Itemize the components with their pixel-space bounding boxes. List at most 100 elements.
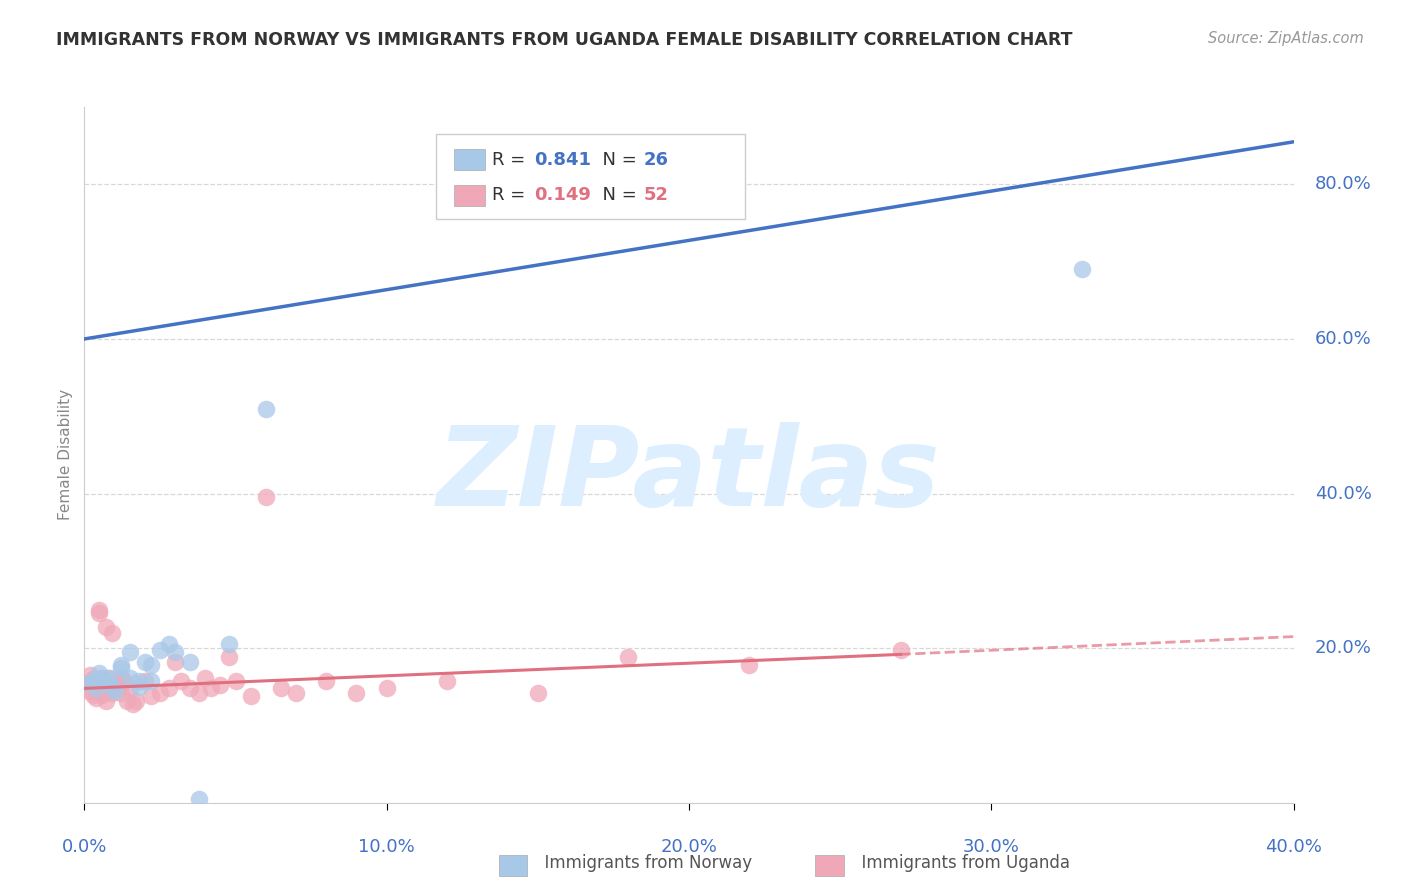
Point <box>194 671 217 685</box>
Point <box>110 686 132 700</box>
Point <box>270 681 292 696</box>
Point <box>118 681 141 696</box>
Text: 60.0%: 60.0% <box>1315 330 1371 348</box>
Point <box>104 683 127 698</box>
Point <box>79 668 101 682</box>
Point <box>617 650 640 665</box>
Text: R =: R = <box>492 151 531 169</box>
Point <box>94 694 117 708</box>
Point <box>738 658 761 673</box>
Point <box>82 672 104 686</box>
Point <box>97 681 120 696</box>
Point <box>139 673 162 688</box>
Point <box>149 642 172 657</box>
Point <box>82 673 104 688</box>
Point <box>890 642 912 657</box>
Point <box>134 673 156 688</box>
Point <box>254 401 277 416</box>
Text: 0.0%: 0.0% <box>62 838 107 856</box>
Point <box>239 689 262 703</box>
Point <box>218 637 240 651</box>
Point <box>118 671 141 685</box>
Point <box>100 686 122 700</box>
Text: N =: N = <box>591 151 643 169</box>
Point <box>86 681 108 696</box>
Text: 80.0%: 80.0% <box>1315 176 1371 194</box>
Point <box>118 645 141 659</box>
Point <box>157 681 180 696</box>
Point <box>91 671 114 685</box>
Text: ZIPatlas: ZIPatlas <box>437 422 941 529</box>
Point <box>94 619 117 633</box>
Point <box>526 686 548 700</box>
Point <box>86 691 108 706</box>
Point <box>94 673 117 688</box>
Text: 52: 52 <box>644 186 669 204</box>
Point <box>284 686 308 700</box>
Point <box>91 688 114 702</box>
Text: 20.0%: 20.0% <box>1315 640 1371 657</box>
Point <box>179 681 201 696</box>
Point <box>89 602 111 616</box>
Point <box>100 680 122 694</box>
Text: 0.149: 0.149 <box>534 186 591 204</box>
Point <box>115 694 138 708</box>
Point <box>218 650 240 665</box>
Point <box>76 676 98 690</box>
Point <box>97 671 120 685</box>
Point <box>163 655 186 669</box>
Point <box>89 665 111 680</box>
Point <box>86 676 108 690</box>
Point <box>79 676 101 690</box>
Point <box>128 680 150 694</box>
Text: 40.0%: 40.0% <box>1265 838 1322 856</box>
Point <box>139 689 162 703</box>
Point <box>104 676 127 690</box>
Text: Source: ZipAtlas.com: Source: ZipAtlas.com <box>1208 31 1364 46</box>
Point <box>110 660 132 674</box>
Text: Immigrants from Norway: Immigrants from Norway <box>534 855 752 872</box>
Point <box>110 671 132 685</box>
Point <box>209 678 232 692</box>
Point <box>97 671 120 685</box>
Text: 30.0%: 30.0% <box>963 838 1019 856</box>
Point <box>89 607 111 621</box>
Point <box>134 655 156 669</box>
Point <box>346 686 368 700</box>
Point <box>200 681 222 696</box>
Point <box>436 673 458 688</box>
Text: 0.841: 0.841 <box>534 151 592 169</box>
Point <box>149 686 172 700</box>
Point <box>121 697 143 711</box>
Point <box>188 792 211 806</box>
Text: 10.0%: 10.0% <box>359 838 415 856</box>
Point <box>82 688 104 702</box>
Text: 26: 26 <box>644 151 669 169</box>
Point <box>188 686 211 700</box>
Point <box>163 645 186 659</box>
Y-axis label: Female Disability: Female Disability <box>58 389 73 521</box>
Point <box>107 681 129 696</box>
Point <box>170 673 193 688</box>
Point <box>315 673 337 688</box>
Point <box>179 655 201 669</box>
Point <box>128 673 150 688</box>
Point <box>94 673 117 688</box>
Text: R =: R = <box>492 186 531 204</box>
Text: Immigrants from Uganda: Immigrants from Uganda <box>851 855 1070 872</box>
Point <box>225 673 247 688</box>
Point <box>157 637 180 651</box>
Text: 40.0%: 40.0% <box>1315 484 1371 502</box>
Point <box>91 671 114 685</box>
Point <box>125 694 148 708</box>
Point <box>79 683 101 698</box>
Text: 20.0%: 20.0% <box>661 838 717 856</box>
Text: N =: N = <box>591 186 643 204</box>
Point <box>375 681 398 696</box>
Text: IMMIGRANTS FROM NORWAY VS IMMIGRANTS FROM UGANDA FEMALE DISABILITY CORRELATION C: IMMIGRANTS FROM NORWAY VS IMMIGRANTS FRO… <box>56 31 1073 49</box>
Point <box>1071 262 1094 277</box>
Point <box>100 625 122 640</box>
Point <box>139 658 162 673</box>
Point <box>112 673 135 688</box>
Point <box>110 658 132 673</box>
